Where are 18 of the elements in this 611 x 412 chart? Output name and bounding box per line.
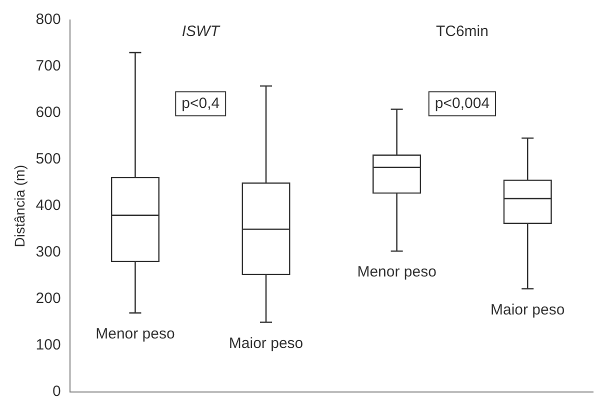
y-tick-label: 500 (36, 150, 61, 168)
y-tick-label: 100 (36, 336, 61, 354)
y-axis-title: Distância (m) (11, 164, 28, 248)
y-tick-label: 0 (52, 383, 61, 400)
annotation: TC6min (436, 23, 488, 40)
x-tick-label: Maior peso (228, 334, 304, 352)
y-tick-label: 700 (36, 58, 61, 75)
x-tick-label: Menor peso (357, 264, 436, 281)
y-tick-label: 300 (36, 244, 61, 261)
y-tick-label: 200 (36, 290, 61, 308)
annotation: ISWT (182, 23, 222, 40)
x-tick-label: Menor peso (96, 326, 175, 343)
y-tick-label: 800 (36, 11, 61, 28)
x-tick-label: Maior peso (490, 301, 565, 318)
annotation: p<0,4 (182, 94, 220, 112)
y-tick-label: 600 (36, 104, 61, 122)
y-tick-label: 400 (36, 197, 61, 214)
annotation: p<0,004 (434, 94, 490, 112)
